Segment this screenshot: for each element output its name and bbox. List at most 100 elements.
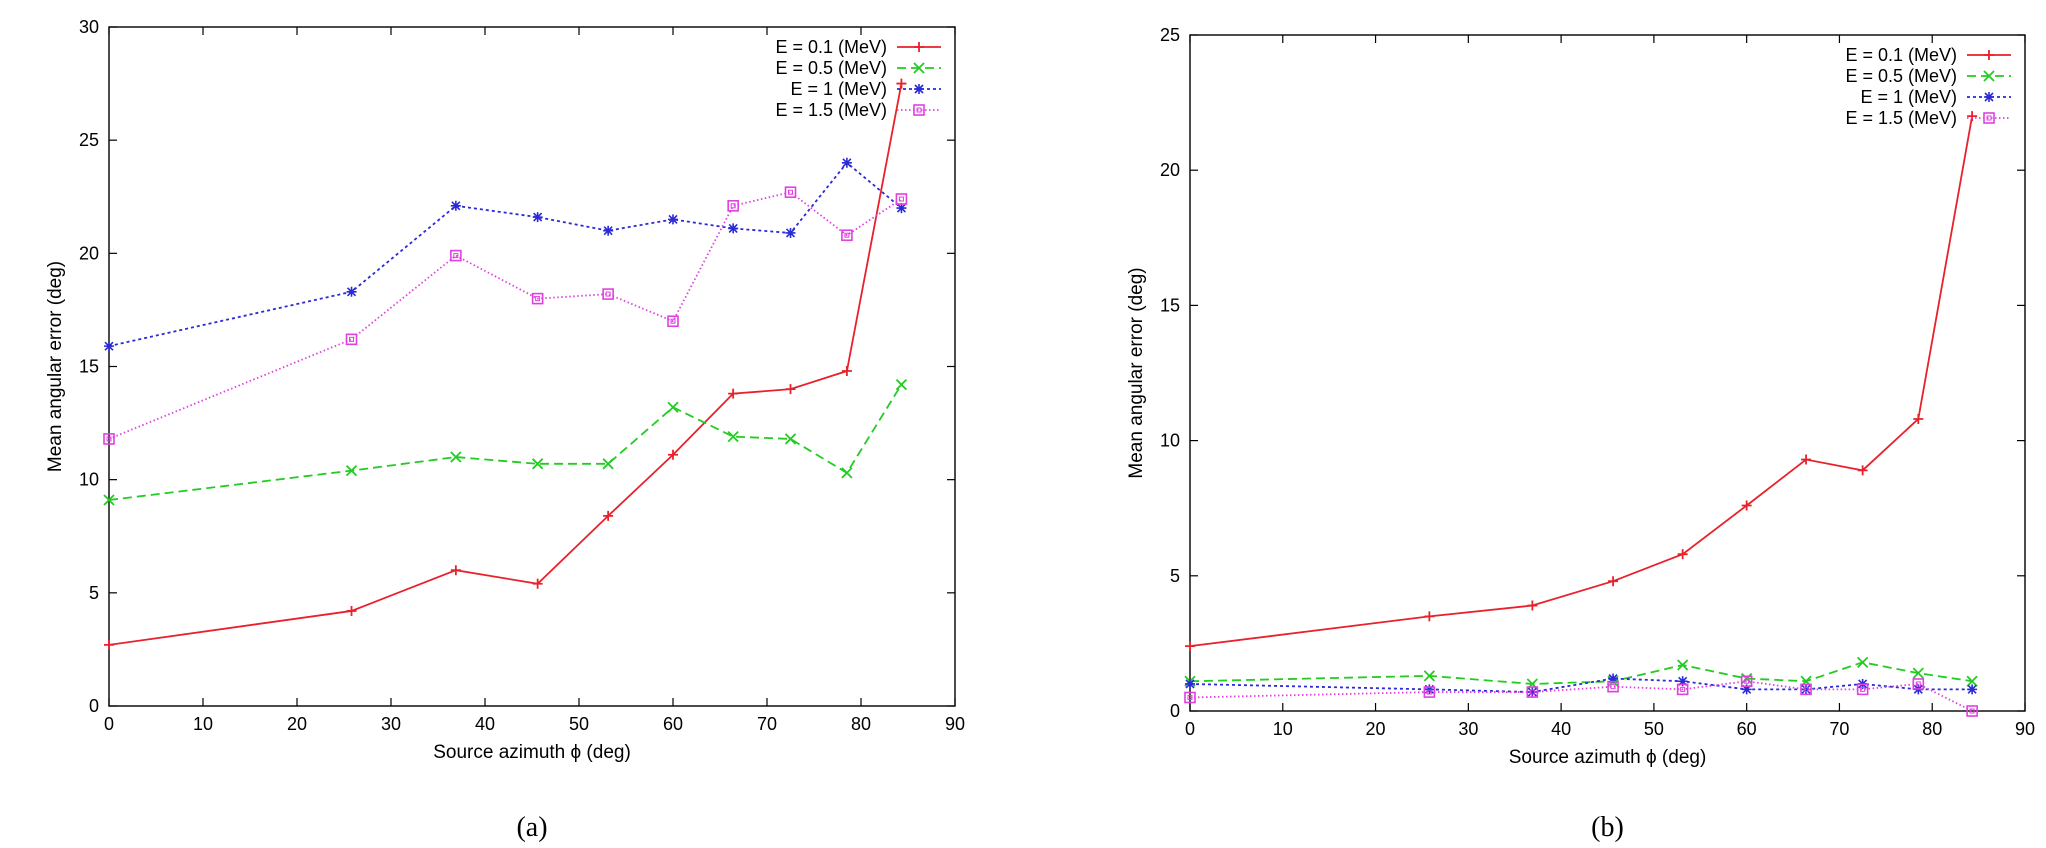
legend-label: E = 1.5 (MeV): [1845, 108, 1957, 128]
data-point: [1856, 683, 1869, 696]
series-3: [103, 186, 908, 445]
caption: (a): [516, 812, 547, 843]
y-tick-label: 20: [1160, 160, 1180, 180]
data-point: [346, 605, 357, 616]
series-3: [1184, 675, 1978, 717]
data-point: [1966, 705, 1978, 717]
data-point: [667, 315, 679, 328]
series-line: [108, 83, 903, 646]
data-point: [668, 214, 678, 225]
x-tick-label: 20: [287, 714, 307, 734]
data-point-inner: [1969, 708, 1975, 714]
x-tick-label: 30: [1458, 719, 1478, 739]
data-point-inner: [1915, 681, 1921, 687]
data-point: [1857, 656, 1869, 668]
legend-marker: [1983, 70, 1995, 82]
legend-marker: [914, 84, 924, 94]
data-point: [603, 510, 614, 521]
y-tick-label: 10: [1160, 431, 1180, 451]
data-point-inner: [605, 291, 611, 297]
data-point: [1423, 670, 1436, 682]
data-point: [450, 565, 461, 576]
y-tick-label: 15: [1160, 295, 1180, 315]
series-0: [1185, 111, 1978, 652]
x-tick-label: 60: [663, 714, 683, 734]
legend: E = 0.1 (MeV)E = 0.5 (MeV)E = 1 (MeV)E =…: [1845, 45, 2011, 128]
data-point: [345, 464, 358, 477]
x-tick-label: 50: [569, 714, 589, 734]
legend-marker-inner: [916, 107, 922, 113]
series-line: [1189, 680, 1973, 712]
y-tick-label: 5: [89, 583, 99, 603]
data-point-inner: [898, 196, 904, 202]
data-point: [1527, 600, 1538, 611]
data-point: [784, 433, 797, 445]
data-point-inner: [1529, 689, 1535, 695]
data-point: [667, 401, 679, 413]
x-tick-label: 60: [1737, 719, 1757, 739]
data-point-inner: [1803, 686, 1809, 692]
legend: E = 0.1 (MeV)E = 0.5 (MeV)E = 1 (MeV)E =…: [775, 37, 941, 120]
x-tick-label: 80: [851, 714, 871, 734]
data-point-inner: [788, 189, 793, 195]
data-point: [104, 341, 114, 352]
data-point: [785, 227, 796, 238]
data-point: [668, 449, 678, 460]
data-point: [1801, 454, 1812, 465]
data-point: [1185, 641, 1195, 652]
x-tick-label: 80: [1922, 719, 1942, 739]
x-tick-label: 10: [1273, 719, 1293, 739]
y-tick-label: 15: [79, 357, 99, 377]
y-tick-label: 5: [1170, 566, 1180, 586]
data-point: [1912, 678, 1925, 690]
data-point: [1526, 686, 1539, 698]
data-point: [1857, 465, 1868, 476]
data-point: [532, 458, 544, 470]
data-point: [1423, 686, 1436, 698]
data-point-inner: [535, 296, 541, 302]
series-line: [108, 384, 903, 501]
data-point: [1527, 687, 1538, 698]
legend-label: E = 0.5 (MeV): [1845, 66, 1957, 86]
data-point: [1424, 611, 1435, 622]
data-point: [1741, 684, 1752, 695]
legend-marker: [914, 42, 924, 52]
data-point-inner: [1187, 694, 1193, 700]
data-point: [602, 458, 614, 470]
legend-marker-inner: [1986, 115, 1992, 121]
data-point: [1740, 675, 1753, 688]
plot-frame: [108, 26, 956, 707]
data-point: [103, 494, 115, 506]
series-line: [108, 161, 902, 348]
data-point: [727, 431, 739, 443]
chart-a: 0 10 20 30 40 50 60 70 80 90 0 5 10 15 20 25 30 Source az…: [45, 17, 965, 843]
data-point: [1913, 413, 1924, 424]
data-point: [841, 467, 853, 479]
legend-label: E = 1.5 (MeV): [775, 100, 887, 120]
data-point: [531, 292, 544, 305]
data-point: [1967, 684, 1978, 695]
data-point: [895, 193, 908, 205]
x-tick-label: 50: [1644, 719, 1664, 739]
legend-label: E = 0.1 (MeV): [775, 37, 887, 57]
data-point: [841, 366, 852, 377]
data-point: [104, 639, 114, 650]
data-point: [1677, 659, 1689, 671]
data-point: [1608, 673, 1619, 684]
data-point-inner: [730, 203, 736, 209]
data-point: [1185, 678, 1195, 689]
y-tick-label: 10: [79, 470, 99, 490]
data-point: [532, 212, 543, 223]
x-tick-label: 10: [193, 714, 213, 734]
data-point: [103, 433, 115, 445]
series-2: [104, 157, 907, 352]
y-tick-label: 25: [79, 130, 99, 150]
legend-label: E = 0.1 (MeV): [1845, 45, 1957, 65]
data-point: [450, 249, 462, 262]
series-line: [1189, 677, 1973, 693]
data-point-inner: [670, 318, 676, 324]
y-tick-label: 25: [1160, 25, 1180, 45]
legend-label: E = 1 (MeV): [790, 79, 887, 99]
legend-marker: [913, 62, 925, 74]
data-point: [450, 451, 462, 463]
